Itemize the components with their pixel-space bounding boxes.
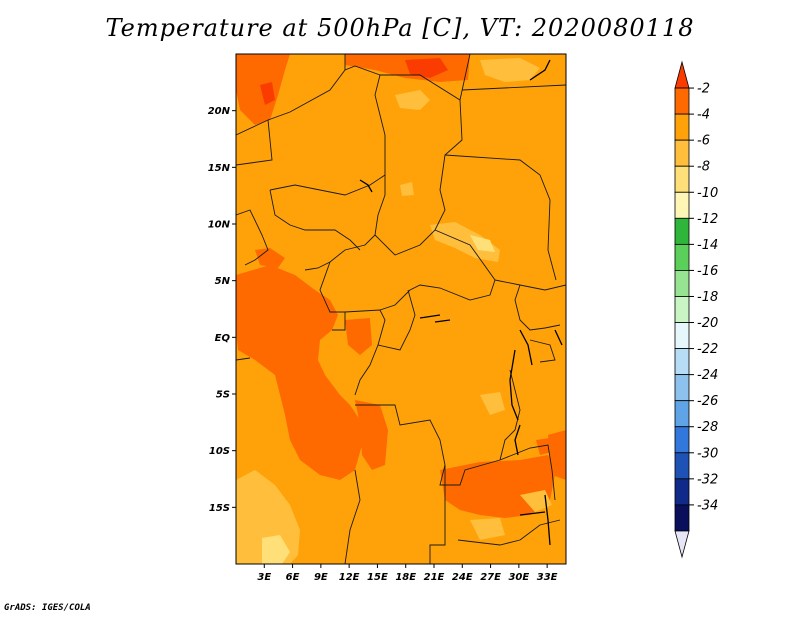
colorbar-label: -30 xyxy=(697,446,718,461)
colorbar-label: -6 xyxy=(697,134,710,149)
colorbar-swatch xyxy=(674,426,690,454)
colorbar-swatch xyxy=(674,270,690,297)
x-tick-label: 33E xyxy=(537,572,558,583)
x-tick-label: 3E xyxy=(257,572,271,583)
x-tick-label: 6E xyxy=(286,572,300,583)
colorbar-swatch xyxy=(674,139,690,167)
y-tick-label: 20N xyxy=(208,106,231,117)
colorbar-swatch xyxy=(674,243,690,271)
x-tick-label: 21E xyxy=(424,572,445,583)
colorbar-label: -12 xyxy=(697,212,718,227)
colorbar-label: -24 xyxy=(697,368,718,383)
colorbar-label: -2 xyxy=(697,82,710,97)
colorbar-label: -10 xyxy=(697,186,718,201)
cool-regions xyxy=(236,58,552,564)
colorbar-label: -20 xyxy=(697,316,718,331)
colorbar-label: -26 xyxy=(697,394,718,409)
x-tick-label: 9E xyxy=(314,572,328,583)
colorbar-label: -4 xyxy=(697,108,710,123)
x-tick-label: 27E xyxy=(480,572,501,583)
colorbar-label: -14 xyxy=(697,238,718,253)
x-tick-label: 24E xyxy=(452,572,473,583)
map-panel xyxy=(236,54,566,564)
coolest-regions xyxy=(262,235,495,564)
colorbar-swatch xyxy=(674,87,690,115)
y-tick-label: 5S xyxy=(216,390,230,401)
colorbar-label: -32 xyxy=(697,472,718,487)
colorbar-swatch xyxy=(674,400,690,428)
x-tick-label: 12E xyxy=(339,572,360,583)
country-borders xyxy=(236,54,566,564)
colorbar-swatch xyxy=(674,165,690,193)
colorbar-bottom-triangle xyxy=(674,530,690,559)
colorbar-label: -18 xyxy=(697,290,718,305)
y-tick-label: 15N xyxy=(208,163,231,174)
colorbar-swatch xyxy=(674,504,690,532)
colorbar-swatch xyxy=(674,113,690,141)
colorbar-swatch xyxy=(674,322,690,349)
x-axis: 3E 6E 9E 12E 15E 18E 21E 24E 27E 30E 33E xyxy=(257,564,558,583)
colorbar: -2 -4 -6 -8 -10 -12 -14 -16 -18 -20 -22 -24 -26 -28 -3… xyxy=(674,60,718,559)
y-tick-label: 10N xyxy=(208,220,231,231)
x-tick-label: 30E xyxy=(508,572,529,583)
colorbar-label: -8 xyxy=(697,160,710,175)
colorbar-swatch xyxy=(674,217,690,245)
colorbar-swatch xyxy=(674,452,690,480)
colorbar-label: -22 xyxy=(697,342,718,357)
colorbar-label: -28 xyxy=(697,420,718,435)
colorbar-label: -34 xyxy=(697,498,718,513)
lakes xyxy=(359,59,563,546)
colorbar-swatch xyxy=(674,296,690,323)
footer-credit: GrADS: IGES/COLA xyxy=(4,603,91,613)
y-tick-label: EQ xyxy=(215,333,231,344)
colorbar-swatch xyxy=(674,478,690,506)
map-frame xyxy=(235,53,567,565)
x-tick-label: 15E xyxy=(367,572,388,583)
y-tick-label: 10S xyxy=(209,446,230,457)
colorbar-label: -16 xyxy=(697,264,718,279)
hot-spots xyxy=(260,58,448,105)
colorbar-swatch xyxy=(674,191,690,219)
colorbar-top-triangle xyxy=(674,60,690,89)
y-tick-label: 5N xyxy=(215,276,231,287)
y-tick-label: 15S xyxy=(209,503,230,514)
colorbar-swatch xyxy=(674,374,690,402)
y-axis: 20N 15N 10N 5N EQ 5S 10S 15S xyxy=(208,106,236,514)
map-title: Temperature at 500hPa [C], VT: 202008011… xyxy=(105,14,695,42)
x-tick-label: 18E xyxy=(395,572,416,583)
colorbar-swatch xyxy=(674,348,690,376)
